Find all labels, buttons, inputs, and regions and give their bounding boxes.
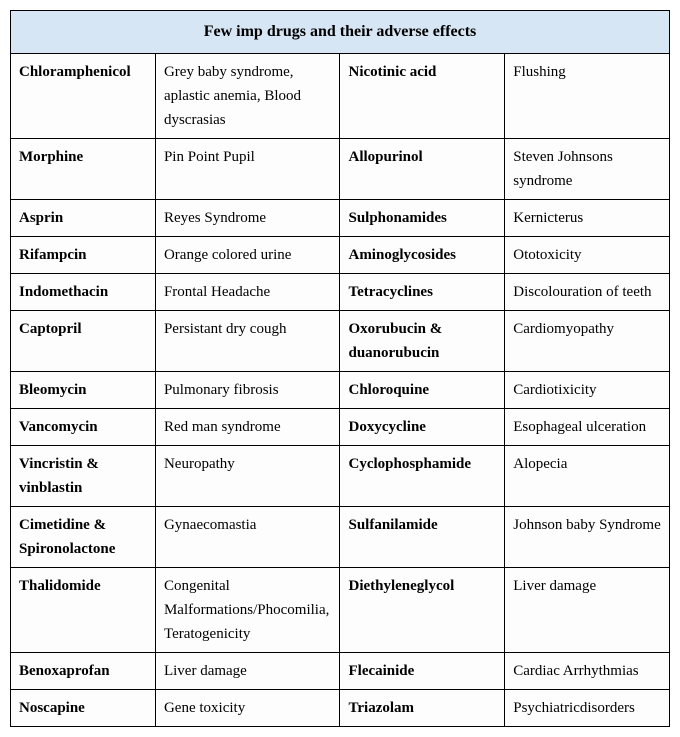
table-row: AsprinReyes SyndromeSulphonamidesKernict… [11,199,670,236]
drug-a-cell: Benoxaprofan [11,652,156,689]
table-row: ThalidomideCongenital Malformations/Phoc… [11,567,670,652]
drug-b-cell: Nicotinic acid [340,53,505,138]
table-row: NoscapineGene toxicityTriazolamPsychiatr… [11,689,670,726]
table-row: BleomycinPulmonary fibrosisChloroquineCa… [11,371,670,408]
effect-b-cell: Psychiatricdisorders [505,689,670,726]
effect-b-cell: Cardiac Arrhythmias [505,652,670,689]
drug-a-cell: Cimetidine & Spironolactone [11,506,156,567]
drug-a-cell: Noscapine [11,689,156,726]
table-body: ChloramphenicolGrey baby syndrome, aplas… [11,53,670,726]
table-row: VancomycinRed man syndromeDoxycyclineEso… [11,408,670,445]
effect-a-cell: Reyes Syndrome [155,199,340,236]
effect-a-cell: Red man syndrome [155,408,340,445]
effect-b-cell: Cardiotixicity [505,371,670,408]
table-row: CaptoprilPersistant dry coughOxorubucin … [11,310,670,371]
drug-a-cell: Rifampcin [11,236,156,273]
effect-b-cell: Esophageal ulceration [505,408,670,445]
effect-a-cell: Persistant dry cough [155,310,340,371]
effect-a-cell: Congenital Malformations/Phocomilia, Ter… [155,567,340,652]
drug-b-cell: Sulfanilamide [340,506,505,567]
drug-b-cell: Doxycycline [340,408,505,445]
effect-b-cell: Johnson baby Syndrome [505,506,670,567]
drugs-table: Few imp drugs and their adverse effects … [10,10,670,727]
table-row: ChloramphenicolGrey baby syndrome, aplas… [11,53,670,138]
effect-b-cell: Alopecia [505,445,670,506]
table-row: Cimetidine & SpironolactoneGynaecomastia… [11,506,670,567]
table-title: Few imp drugs and their adverse effects [11,11,670,54]
effect-a-cell: Gene toxicity [155,689,340,726]
drug-b-cell: Chloroquine [340,371,505,408]
drug-b-cell: Triazolam [340,689,505,726]
drug-a-cell: Vincristin & vinblastin [11,445,156,506]
drug-b-cell: Oxorubucin & duanorubucin [340,310,505,371]
table-row: MorphinePin Point PupilAllopurinolSteven… [11,138,670,199]
effect-a-cell: Pin Point Pupil [155,138,340,199]
table-row: Vincristin & vinblastinNeuropathyCycloph… [11,445,670,506]
effect-b-cell: Cardiomyopathy [505,310,670,371]
effect-a-cell: Orange colored urine [155,236,340,273]
drug-a-cell: Captopril [11,310,156,371]
effect-a-cell: Frontal Headache [155,273,340,310]
table-row: RifampcinOrange colored urineAminoglycos… [11,236,670,273]
effect-b-cell: Flushing [505,53,670,138]
drug-b-cell: Tetracyclines [340,273,505,310]
effect-b-cell: Ototoxicity [505,236,670,273]
effect-b-cell: Discolouration of teeth [505,273,670,310]
effect-b-cell: Kernicterus [505,199,670,236]
drug-b-cell: Flecainide [340,652,505,689]
drug-b-cell: Allopurinol [340,138,505,199]
effect-a-cell: Pulmonary fibrosis [155,371,340,408]
effect-a-cell: Neuropathy [155,445,340,506]
effect-a-cell: Gynaecomastia [155,506,340,567]
effect-b-cell: Steven Johnsons syndrome [505,138,670,199]
drug-a-cell: Indomethacin [11,273,156,310]
drug-a-cell: Asprin [11,199,156,236]
drug-a-cell: Chloramphenicol [11,53,156,138]
effect-a-cell: Grey baby syndrome, aplastic anemia, Blo… [155,53,340,138]
table-container: Few imp drugs and their adverse effects … [10,10,670,727]
drug-b-cell: Aminoglycosides [340,236,505,273]
title-row: Few imp drugs and their adverse effects [11,11,670,54]
drug-b-cell: Diethyleneglycol [340,567,505,652]
table-row: BenoxaprofanLiver damageFlecainideCardia… [11,652,670,689]
drug-a-cell: Bleomycin [11,371,156,408]
drug-a-cell: Thalidomide [11,567,156,652]
drug-b-cell: Cyclophosphamide [340,445,505,506]
table-row: IndomethacinFrontal HeadacheTetracycline… [11,273,670,310]
drug-a-cell: Vancomycin [11,408,156,445]
effect-b-cell: Liver damage [505,567,670,652]
drug-b-cell: Sulphonamides [340,199,505,236]
drug-a-cell: Morphine [11,138,156,199]
effect-a-cell: Liver damage [155,652,340,689]
